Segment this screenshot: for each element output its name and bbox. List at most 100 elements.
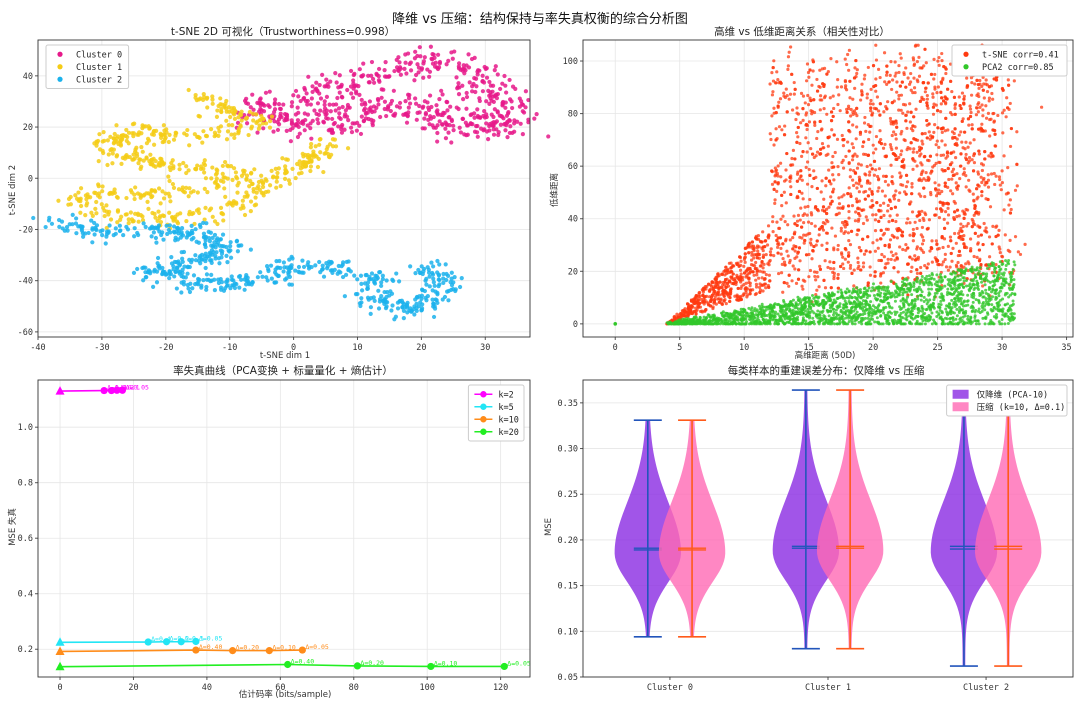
tsne-corr-point <box>863 197 867 201</box>
tsne-corr-point <box>829 202 833 206</box>
tsne-corr-point <box>854 58 858 63</box>
tsne-point <box>298 166 304 171</box>
tsne-corr-point <box>924 61 928 65</box>
tsne-corr-point <box>955 214 959 219</box>
tsne-corr-point <box>971 192 975 196</box>
tsne-corr-point <box>713 294 717 299</box>
tsne-corr-point <box>870 167 874 171</box>
tsne-corr-point <box>886 183 890 187</box>
tsne-point <box>432 306 438 311</box>
tsne-corr-point <box>942 226 947 231</box>
tsne-corr-point <box>882 51 887 55</box>
tsne-corr-point <box>848 96 852 100</box>
pca2-corr-point <box>706 313 710 317</box>
tsne-point <box>216 133 221 138</box>
tsne-corr-point <box>785 249 789 253</box>
plot-border <box>37 39 531 338</box>
tsne-corr-point <box>779 246 783 251</box>
tsne-corr-point <box>843 247 847 251</box>
tsne-point <box>106 152 111 157</box>
tsne-corr-point <box>940 126 944 131</box>
tsne-corr-point <box>923 154 927 159</box>
tsne-corr-point <box>1040 105 1044 109</box>
tsne-corr-point <box>911 234 916 238</box>
tsne-point <box>508 97 513 102</box>
tsne-corr-point <box>946 213 951 217</box>
tsne-corr-point <box>911 239 915 243</box>
tsne-corr-point <box>770 182 775 186</box>
x-tick-label: 10 <box>352 343 362 353</box>
tsne-corr-point <box>897 198 901 202</box>
tsne-point <box>281 260 286 265</box>
tsne-corr-point <box>856 256 860 260</box>
tsne-corr-point <box>722 294 726 298</box>
tsne-corr-point <box>701 290 705 294</box>
tsne-corr-point <box>860 90 864 94</box>
tsne-corr-point <box>890 101 894 105</box>
tsne-point <box>144 275 149 280</box>
tsne-point <box>158 131 163 137</box>
tsne-point <box>487 79 492 85</box>
tsne-point <box>149 195 154 200</box>
tsne-corr-point <box>970 158 974 162</box>
tsne-corr-point <box>993 132 997 136</box>
tsne-point <box>265 278 270 283</box>
tsne-corr-point <box>1013 235 1018 239</box>
tsne-point <box>276 166 281 171</box>
tsne-corr-point <box>676 315 680 319</box>
tsne-corr-point <box>878 203 882 208</box>
tsne-corr-point <box>703 300 707 304</box>
tsne-point <box>491 132 497 137</box>
tsne-corr-point <box>862 140 866 144</box>
tsne-point <box>167 223 172 228</box>
tsne-corr-point <box>976 234 980 238</box>
tsne-corr-point <box>796 277 801 281</box>
tsne-corr-point <box>770 114 774 118</box>
tsne-point <box>324 261 329 266</box>
tsne-corr-point <box>738 255 742 259</box>
tsne-corr-point <box>795 223 799 228</box>
tsne-point <box>435 258 440 264</box>
tsne-point <box>283 164 288 169</box>
tsne-corr-point <box>931 112 936 116</box>
tsne-point <box>488 83 493 88</box>
tsne-corr-point <box>754 278 758 282</box>
tsne-corr-point <box>986 173 990 177</box>
tsne-corr-point <box>904 119 908 123</box>
tsne-point <box>315 101 321 106</box>
tsne-point <box>102 138 107 143</box>
tsne-point <box>416 267 421 273</box>
tsne-point <box>281 102 286 107</box>
tsne-point <box>480 89 485 94</box>
tsne-point <box>303 163 308 168</box>
tsne-corr-point <box>772 106 776 110</box>
tsne-corr-point <box>826 136 830 140</box>
pca2-corr-point <box>841 306 845 310</box>
tsne-corr-point <box>733 294 737 298</box>
tsne-corr-point <box>890 78 895 82</box>
tsne-point <box>141 221 146 226</box>
tsne-corr-point <box>842 193 846 197</box>
tsne-corr-point <box>683 307 687 311</box>
tsne-point <box>361 119 366 124</box>
x-tick-label: -30 <box>94 343 109 353</box>
tsne-point <box>172 274 177 279</box>
tsne-corr-point <box>774 81 778 85</box>
tsne-corr-point <box>979 233 983 237</box>
tsne-corr-point <box>868 170 872 174</box>
tsne-corr-point <box>763 245 767 249</box>
tsne-point <box>198 164 204 169</box>
tsne-point <box>224 98 229 104</box>
tsne-point <box>449 270 454 275</box>
tsne-corr-point <box>974 113 979 117</box>
tsne-corr-point <box>837 93 841 97</box>
tsne-point <box>340 104 345 110</box>
tsne-point <box>150 210 155 216</box>
tsne-point <box>151 128 157 134</box>
tsne-corr-point <box>716 286 720 290</box>
tsne-point <box>101 130 106 135</box>
tsne-corr-point <box>846 204 851 208</box>
tsne-corr-point <box>921 235 925 239</box>
tsne-corr-point <box>807 275 811 279</box>
pca2-corr-point <box>898 305 902 309</box>
